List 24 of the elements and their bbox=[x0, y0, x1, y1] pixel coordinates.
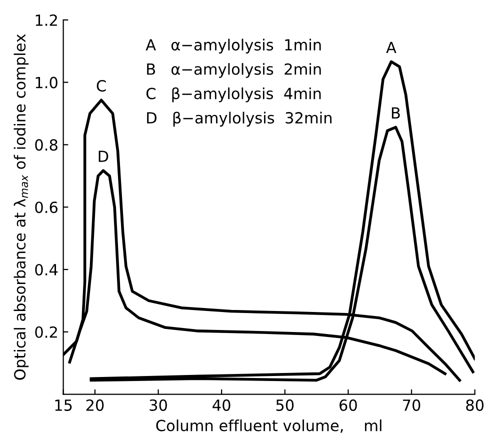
annotation: A α−amylolysis 1min bbox=[146, 38, 321, 54]
x-tick-label: 15 bbox=[55, 400, 72, 411]
y-tick-label: 0.6 bbox=[35, 202, 58, 214]
annotation: D β−amylolysis 32min bbox=[147, 112, 332, 127]
x-tick-label: 80 bbox=[466, 399, 484, 411]
y-tick-label: 1.2 bbox=[36, 14, 57, 26]
series-label: A bbox=[386, 42, 396, 54]
x-tick-label: 60 bbox=[340, 399, 357, 411]
annotation: C β−amylolysis 4min bbox=[146, 87, 321, 102]
series-label: D bbox=[98, 150, 108, 162]
series-label: B bbox=[392, 107, 400, 119]
y-axis-title: Optical absorbance at λ$_{max}$ of iodine complex bbox=[14, 34, 29, 380]
x-tick-label: 70 bbox=[403, 399, 420, 411]
x-tick-label: 20 bbox=[86, 399, 104, 411]
y-tick-label: 0.8 bbox=[35, 139, 58, 151]
x-axis-title: Column effluent volume, ml bbox=[156, 419, 382, 433]
x-tick-label: 50 bbox=[276, 399, 294, 411]
x-tick-label: 40 bbox=[212, 399, 230, 411]
y-tick-label: 1.0 bbox=[36, 76, 58, 88]
x-tick-label: 30 bbox=[150, 399, 167, 411]
annotation: B α−amylolysis 2min bbox=[147, 63, 321, 78]
y-tick-label: 0.2 bbox=[35, 326, 57, 338]
series-label: C bbox=[96, 80, 106, 92]
y-tick-label: 0.4 bbox=[35, 264, 58, 276]
